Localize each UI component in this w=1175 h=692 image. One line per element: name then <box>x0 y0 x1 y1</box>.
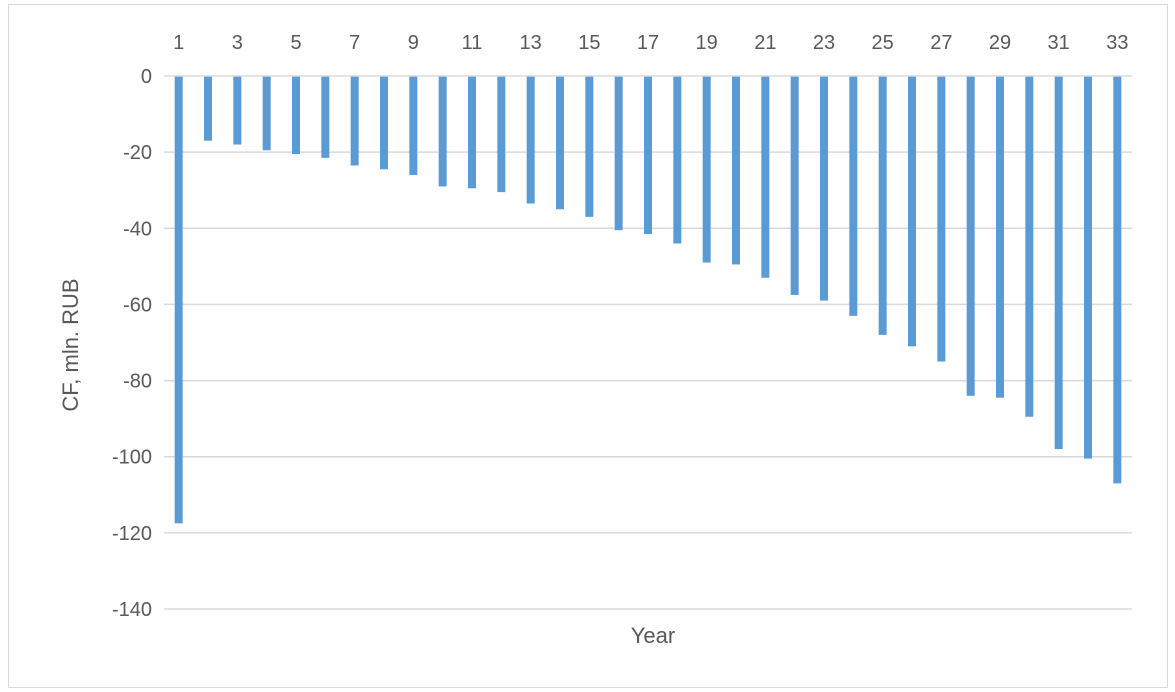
bar <box>204 76 212 141</box>
bar <box>878 76 887 335</box>
bar <box>820 76 828 301</box>
bar <box>438 76 447 187</box>
bar <box>644 76 652 234</box>
bar <box>849 76 858 316</box>
x-tick-label: 13 <box>520 32 542 54</box>
bar <box>409 76 418 175</box>
bar <box>174 76 183 524</box>
bar <box>233 76 242 145</box>
bar <box>292 76 300 155</box>
bar <box>526 76 535 204</box>
x-tick-label: 21 <box>754 32 776 54</box>
x-tick-label: 19 <box>696 32 718 54</box>
bar <box>614 76 623 231</box>
bar <box>996 76 1004 398</box>
x-tick-label: 5 <box>290 32 301 54</box>
bar <box>262 76 271 151</box>
x-tick-label: 31 <box>1048 32 1070 54</box>
x-axis-title: Year <box>631 623 675 648</box>
bars <box>174 76 1122 524</box>
x-tick-label: 7 <box>349 32 360 54</box>
y-tick-label: -80 <box>123 371 152 393</box>
y-tick-label: -140 <box>112 599 152 621</box>
x-tick-label: 17 <box>637 32 659 54</box>
bar <box>1113 76 1122 484</box>
bar <box>761 76 770 278</box>
bar <box>585 76 594 217</box>
bar <box>468 76 476 189</box>
x-tick-label: 27 <box>930 32 952 54</box>
bar <box>556 76 564 210</box>
bar <box>732 76 740 265</box>
bar <box>673 76 682 244</box>
bar <box>350 76 359 166</box>
bar <box>790 76 799 295</box>
x-tick-label: 11 <box>462 32 483 54</box>
y-tick-label: -20 <box>123 142 152 164</box>
bar <box>966 76 975 396</box>
y-axis-title: CF, mln. RUB <box>58 278 83 411</box>
x-tick-label: 15 <box>578 32 600 54</box>
x-tick-label: 25 <box>872 32 894 54</box>
bar <box>321 76 330 158</box>
bar <box>908 76 916 347</box>
x-tick-label: 33 <box>1106 32 1128 54</box>
bar <box>1054 76 1063 450</box>
bar <box>702 76 711 263</box>
y-tick-labels: 0 -20 -40 -60 -80 -100 -120 -140 <box>112 66 152 621</box>
bar <box>497 76 506 193</box>
y-tick-label: -40 <box>123 218 152 240</box>
x-tick-labels: 1 3 5 7 9 11 13 15 17 19 21 23 25 27 29 31 33 <box>173 32 1128 54</box>
x-tick-label: 29 <box>989 32 1011 54</box>
x-tick-label: 9 <box>408 32 419 54</box>
bar <box>937 76 946 362</box>
bar <box>380 76 388 170</box>
y-tick-label: 0 <box>141 66 152 88</box>
y-tick-label: -100 <box>112 447 152 469</box>
x-tick-label: 23 <box>813 32 835 54</box>
x-tick-label: 3 <box>232 32 243 54</box>
y-tick-label: -60 <box>123 294 152 316</box>
bar <box>1025 76 1034 417</box>
x-tick-label: 1 <box>173 32 184 54</box>
bar <box>1084 76 1092 459</box>
y-tick-label: -120 <box>112 523 152 545</box>
